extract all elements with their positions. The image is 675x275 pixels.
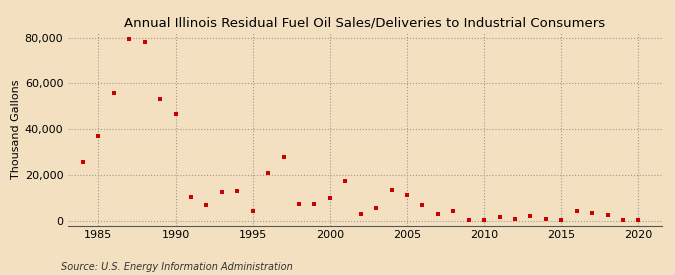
Point: [510, 216, 520, 221]
Point: [587, 211, 597, 215]
Point: [355, 212, 366, 216]
Point: [340, 179, 350, 183]
Point: [325, 196, 335, 200]
Point: [433, 212, 443, 216]
Point: [525, 214, 536, 219]
Point: [124, 37, 134, 41]
Point: [494, 215, 505, 220]
Point: [247, 208, 258, 213]
Point: [263, 170, 273, 175]
Text: Source: U.S. Energy Information Administration: Source: U.S. Energy Information Administ…: [61, 262, 292, 272]
Title: Annual Illinois Residual Fuel Oil Sales/Deliveries to Industrial Consumers: Annual Illinois Residual Fuel Oil Sales/…: [124, 16, 605, 29]
Y-axis label: Thousand Gallons: Thousand Gallons: [11, 79, 20, 179]
Point: [309, 202, 320, 206]
Point: [386, 188, 397, 192]
Point: [371, 206, 381, 211]
Point: [463, 218, 474, 222]
Point: [278, 155, 289, 159]
Point: [633, 218, 644, 222]
Point: [448, 208, 458, 213]
Point: [294, 202, 304, 206]
Point: [186, 195, 196, 199]
Point: [78, 160, 88, 165]
Point: [602, 213, 613, 217]
Point: [109, 90, 119, 95]
Point: [93, 134, 104, 138]
Point: [618, 218, 628, 222]
Point: [217, 190, 227, 194]
Point: [402, 192, 412, 197]
Point: [232, 189, 242, 193]
Point: [479, 218, 489, 222]
Point: [201, 203, 212, 207]
Point: [571, 208, 582, 213]
Point: [170, 112, 181, 117]
Point: [417, 203, 428, 207]
Point: [155, 97, 165, 102]
Point: [139, 40, 150, 44]
Point: [541, 216, 551, 221]
Point: [556, 218, 566, 222]
